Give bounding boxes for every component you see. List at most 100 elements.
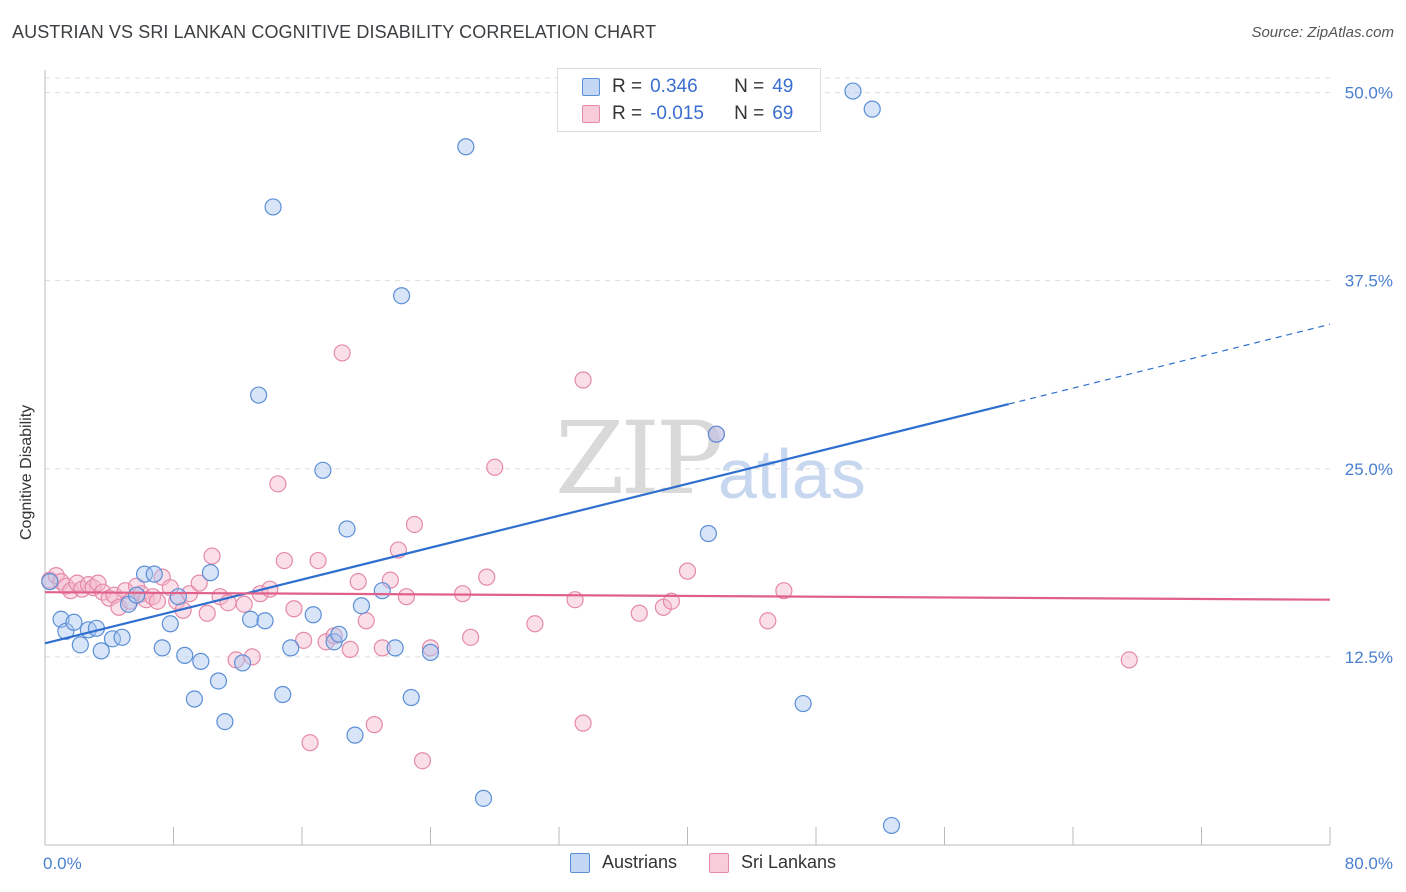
austrian-point [304,606,322,624]
sri-lankan-point [275,551,293,570]
sri-lankan-point [89,574,107,592]
x-tick-label: 0.0% [43,854,82,873]
legend-row-sri-lankans: R = -0.015 N = 69 [582,102,793,126]
austrian-point [127,586,146,604]
y-tick-label: 50.0% [1345,84,1393,103]
sri-lankan-point [309,551,327,570]
austrian-point [863,100,881,118]
austrian-point [274,685,292,704]
austrians-trend-line [44,403,1010,645]
austrian-point [421,643,440,661]
legend-row-austrians: R = 0.346 N = 49 [582,75,793,99]
austrian-point [216,713,234,731]
austrian-point [264,198,282,216]
y-axis-label: Cognitive Disability [18,404,35,540]
legend-swatch-pink [582,105,600,123]
austrian-point [192,652,210,671]
y-tick-label: 25.0% [1345,460,1393,479]
sri-lankan-point [198,604,216,622]
source-label: Source: ZipAtlas.com [1251,24,1394,41]
sri-lankan-point [190,574,208,592]
series-swatch-blue [569,852,590,873]
legend-n-label: N = [734,76,765,97]
sri-lankans-trend-line [44,591,1331,601]
austrian-point [41,573,59,591]
austrian-point [844,82,862,100]
austrian-point [699,524,717,543]
sri-lankan-point [662,592,681,610]
sri-lankan-point [1120,651,1138,669]
sri-lankan-point [413,752,432,770]
sri-lankan-point [405,515,424,534]
sri-lankan-point [148,592,167,610]
austrian-point [250,386,268,404]
austrian-point [161,615,179,633]
austrian-point [256,612,274,630]
sri-lankan-point [574,714,592,732]
sri-lankan-point [295,631,313,649]
sri-lankan-point [421,639,440,657]
austrian-point [314,461,332,479]
austrian-point [145,565,163,583]
sri-lankan-point [775,582,793,600]
austrian-point [65,613,83,631]
sri-lankan-point [349,573,367,591]
legend-n-label: N = [734,103,765,124]
austrian-point [71,636,89,654]
sri-lankan-point [301,734,319,752]
sri-lankan-point [203,547,221,565]
series-name-austrians: Austrians [601,852,677,872]
austrian-point [882,816,901,835]
austrian-point [707,425,726,443]
austrian-point [169,588,187,606]
series-legend: Austrians Sri Lankans [0,852,1406,873]
austrian-point [113,628,131,646]
austrian-point [338,520,356,538]
austrian-point [242,610,260,628]
sri-lankan-point [566,591,584,609]
austrian-point [330,625,348,643]
sri-lankan-point [526,615,544,633]
watermark-zip: ZIP [555,400,723,517]
austrian-point [794,694,812,713]
austrian-point [176,646,194,664]
series-legend-austrians[interactable]: Austrians [569,852,677,873]
legend-r-value: 0.346 [650,76,698,97]
austrian-point [352,597,371,615]
sri-lankan-point [285,600,303,618]
austrian-point [135,565,154,583]
y-tick-label: 37.5% [1345,272,1393,291]
series-swatch-pink [708,852,729,873]
legend-r-label: R = [612,76,643,97]
series-name-sri-lankans: Sri Lankans [740,852,837,872]
sri-lankan-point [373,639,391,657]
x-tick-label: 80.0% [1345,854,1393,873]
sri-lankan-point [486,458,504,476]
correlation-legend: R = 0.346 N = 49 R = -0.015 N = 69 [557,68,821,132]
legend-r-value: -0.015 [650,103,704,124]
sri-lankan-point [269,475,287,493]
austrian-point [153,639,171,657]
austrian-point [402,688,420,707]
sri-lankan-point [678,562,697,580]
sri-lankan-point [333,344,351,362]
austrian-point [209,672,228,690]
austrian-point [185,690,203,708]
legend-n-value: 49 [772,76,794,97]
legend-n-value: 69 [772,103,794,124]
austrian-point [386,639,404,657]
sri-lankan-point [235,595,253,613]
sri-lankan-point [759,612,777,630]
sri-lankan-point [341,640,359,658]
austrian-point [392,287,411,305]
austrian-point [92,642,110,660]
series-legend-sri-lankans[interactable]: Sri Lankans [708,852,837,873]
sri-lankan-point [365,716,383,734]
legend-r-label: R = [612,103,643,124]
austrian-point [373,582,391,600]
austrian-point [346,726,364,744]
sri-lankan-point [574,371,592,389]
austrian-point [457,138,475,156]
watermark-atlas: atlas [718,435,866,513]
